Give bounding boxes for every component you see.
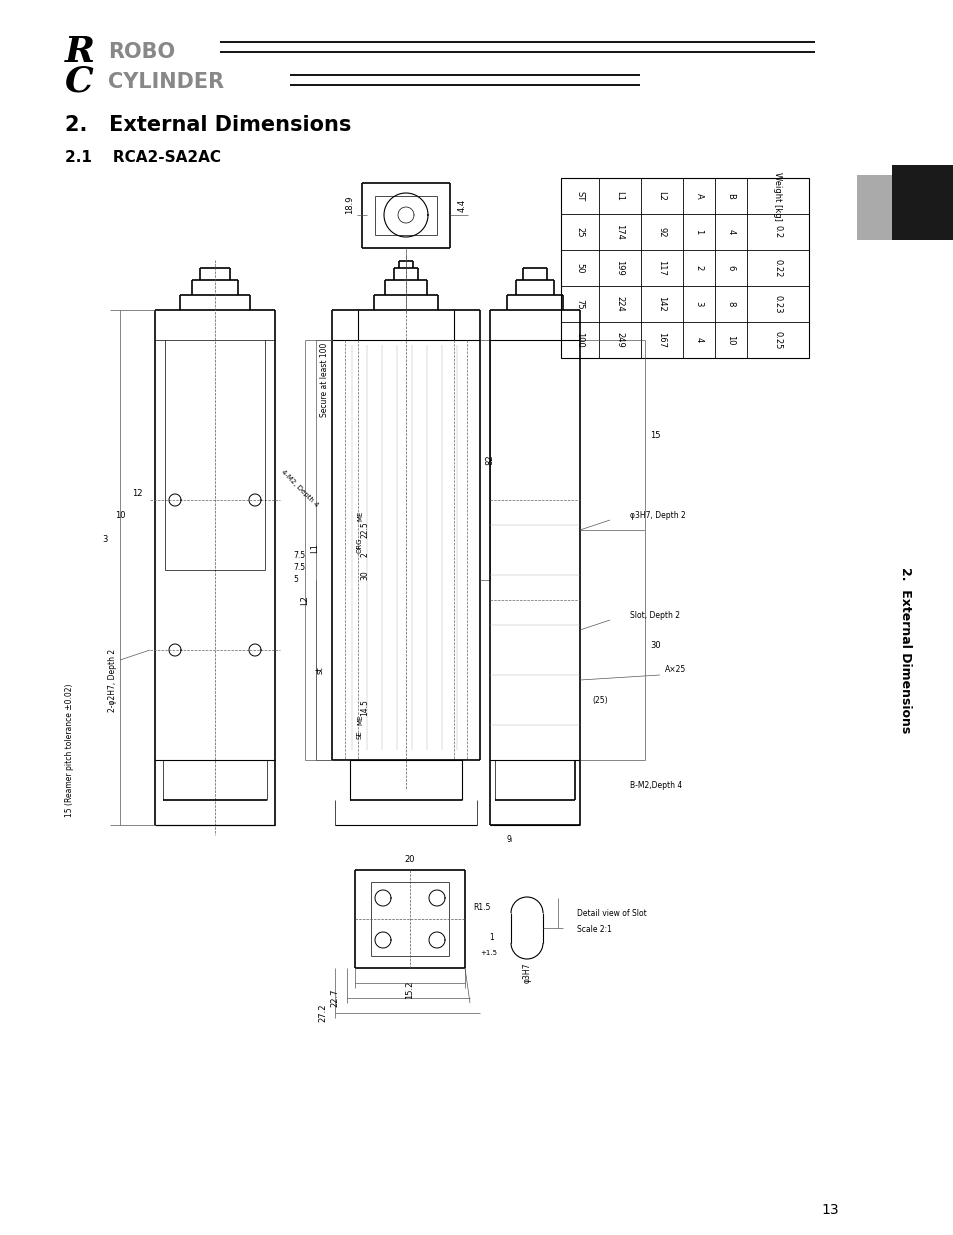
Bar bbox=[560, 178, 808, 358]
Bar bbox=[856, 175, 953, 240]
Text: 7.5: 7.5 bbox=[293, 563, 305, 573]
Text: st: st bbox=[315, 666, 324, 674]
Bar bbox=[891, 165, 953, 240]
Text: 27.2: 27.2 bbox=[318, 1004, 327, 1023]
Text: 3: 3 bbox=[694, 301, 702, 306]
Text: R: R bbox=[65, 35, 95, 69]
Text: 4-M2, Depth 4: 4-M2, Depth 4 bbox=[280, 468, 319, 508]
Text: ROBO: ROBO bbox=[108, 42, 175, 62]
Text: 9ₗ: 9ₗ bbox=[506, 836, 513, 845]
Text: 20: 20 bbox=[404, 856, 415, 864]
Text: 2: 2 bbox=[694, 266, 702, 270]
Text: 199: 199 bbox=[615, 261, 624, 275]
Text: ORG: ORG bbox=[356, 537, 363, 553]
Text: A: A bbox=[694, 193, 702, 199]
Text: 0.23: 0.23 bbox=[773, 295, 781, 314]
Text: 2: 2 bbox=[360, 552, 369, 557]
Text: L1: L1 bbox=[310, 543, 319, 553]
Text: Slot, Depth 2: Slot, Depth 2 bbox=[629, 611, 679, 620]
Text: A×25: A×25 bbox=[664, 666, 685, 674]
Text: 0.2: 0.2 bbox=[773, 226, 781, 238]
Text: L1: L1 bbox=[615, 191, 624, 201]
Text: 3: 3 bbox=[102, 536, 108, 545]
Text: 142: 142 bbox=[657, 296, 666, 312]
Text: 15 (Reamer pitch tolerance ±0.02): 15 (Reamer pitch tolerance ±0.02) bbox=[66, 683, 74, 816]
Text: R1.5: R1.5 bbox=[473, 904, 490, 913]
Text: 22.5: 22.5 bbox=[360, 521, 369, 538]
Text: Detail view of Slot: Detail view of Slot bbox=[577, 909, 646, 918]
Text: 1: 1 bbox=[489, 934, 494, 942]
Text: 15.2: 15.2 bbox=[405, 981, 414, 999]
Text: Weight [kg]: Weight [kg] bbox=[773, 172, 781, 220]
Text: C: C bbox=[65, 65, 93, 99]
Text: (25): (25) bbox=[592, 695, 607, 704]
Text: 14.5: 14.5 bbox=[360, 699, 369, 716]
Text: 4: 4 bbox=[726, 230, 735, 235]
Text: Scale 2:1: Scale 2:1 bbox=[577, 925, 611, 935]
Text: 249: 249 bbox=[615, 332, 624, 348]
Text: 7.5: 7.5 bbox=[293, 551, 305, 559]
Text: 18.9: 18.9 bbox=[345, 196, 355, 214]
Text: 12: 12 bbox=[132, 489, 142, 498]
Text: 30: 30 bbox=[360, 571, 369, 580]
Text: 2.   External Dimensions: 2. External Dimensions bbox=[65, 115, 351, 135]
Text: 5: 5 bbox=[293, 576, 297, 584]
Text: SE: SE bbox=[356, 731, 363, 740]
Text: 22.7: 22.7 bbox=[330, 989, 339, 1008]
Text: 174: 174 bbox=[615, 224, 624, 240]
Text: 2.  External Dimensions: 2. External Dimensions bbox=[899, 567, 911, 734]
Text: 1: 1 bbox=[694, 230, 702, 235]
Text: B-M2,Depth 4: B-M2,Depth 4 bbox=[629, 781, 681, 789]
Text: 224: 224 bbox=[615, 296, 624, 312]
Text: 92: 92 bbox=[657, 227, 666, 237]
Text: 50: 50 bbox=[575, 263, 584, 273]
Text: 10: 10 bbox=[114, 510, 125, 520]
Text: 2.1    RCA2-SA2AC: 2.1 RCA2-SA2AC bbox=[65, 151, 221, 165]
Text: 100: 100 bbox=[575, 332, 584, 348]
Text: 0.22: 0.22 bbox=[773, 259, 781, 277]
Text: B: B bbox=[726, 193, 735, 199]
Text: Secure at least 100: Secure at least 100 bbox=[320, 343, 329, 417]
Text: 0.25: 0.25 bbox=[773, 331, 781, 350]
Text: 10: 10 bbox=[726, 335, 735, 346]
Text: 4: 4 bbox=[694, 337, 702, 342]
Text: L2: L2 bbox=[300, 595, 309, 605]
Text: φ3H7, Depth 2: φ3H7, Depth 2 bbox=[629, 511, 685, 520]
Text: 25: 25 bbox=[575, 227, 584, 237]
Text: +1.5: +1.5 bbox=[480, 950, 497, 956]
Text: 8: 8 bbox=[726, 301, 735, 306]
Text: 117: 117 bbox=[657, 261, 666, 275]
Text: CYLINDER: CYLINDER bbox=[108, 72, 224, 91]
Text: 82: 82 bbox=[485, 454, 494, 466]
Text: ST: ST bbox=[575, 191, 584, 201]
Text: ME: ME bbox=[356, 715, 363, 725]
Text: 2-φ2H7, Depth 2: 2-φ2H7, Depth 2 bbox=[109, 648, 117, 711]
Text: 13: 13 bbox=[821, 1203, 838, 1216]
Text: 15: 15 bbox=[649, 431, 659, 440]
Text: ME: ME bbox=[356, 511, 363, 521]
Text: 167: 167 bbox=[657, 332, 666, 348]
Text: φ3H7: φ3H7 bbox=[522, 963, 531, 983]
Text: L2: L2 bbox=[657, 191, 666, 201]
Text: 6: 6 bbox=[726, 266, 735, 270]
Text: 30: 30 bbox=[649, 641, 659, 650]
Text: 4.4: 4.4 bbox=[457, 199, 466, 211]
Text: 75: 75 bbox=[575, 299, 584, 309]
